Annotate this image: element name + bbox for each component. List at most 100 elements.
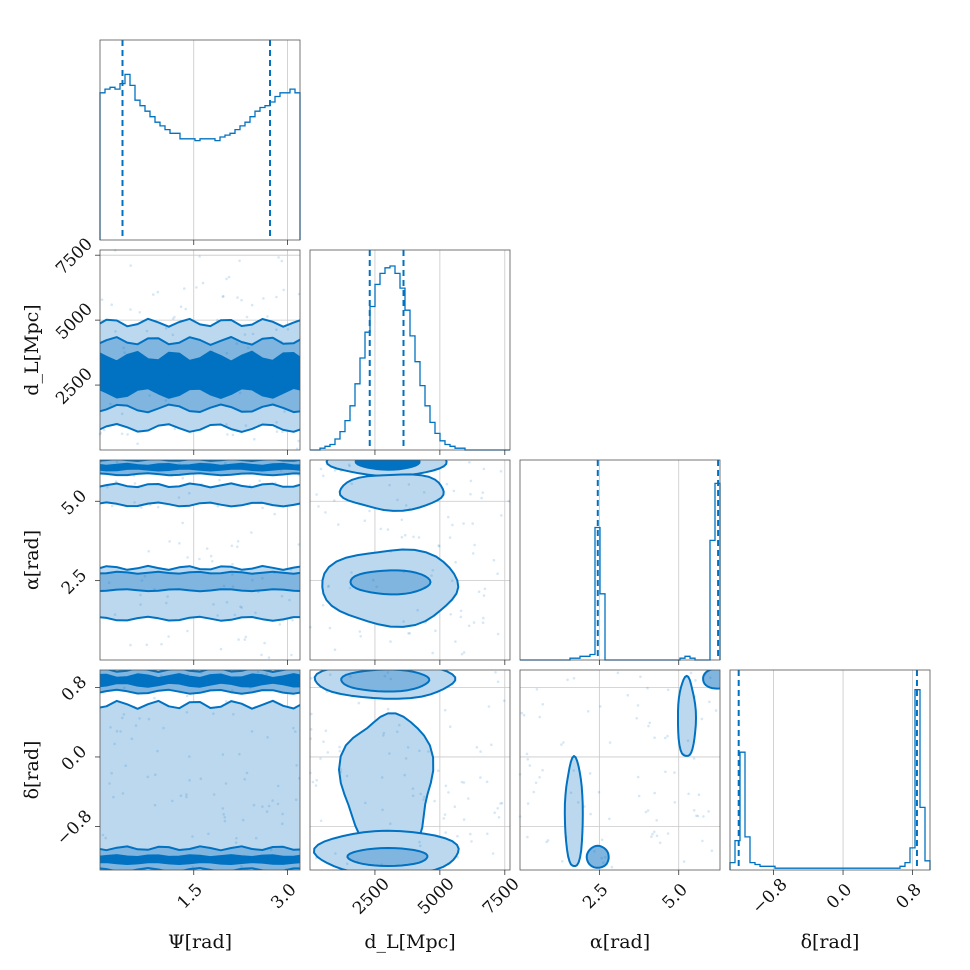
sample-point: [469, 492, 472, 496]
sample-point: [121, 716, 124, 720]
sample-point: [231, 585, 235, 588]
contour-lower-arm: [563, 755, 584, 867]
sample-point: [386, 528, 390, 531]
sample-point: [289, 683, 293, 686]
sample-point: [687, 792, 690, 796]
sample-point: [502, 699, 506, 702]
sample-point: [411, 794, 415, 798]
sample-point: [490, 743, 493, 747]
sample-point: [106, 485, 109, 489]
sample-point: [328, 626, 332, 630]
sample-point: [166, 595, 169, 598]
sample-point: [480, 496, 483, 500]
sample-point: [702, 815, 705, 818]
sample-point: [583, 805, 586, 808]
sample-point: [462, 651, 466, 654]
sample-point: [381, 808, 384, 812]
sample-point: [340, 752, 344, 756]
sample-point: [636, 775, 640, 779]
sample-point: [212, 793, 216, 796]
sample-point: [408, 507, 412, 511]
sample-point: [356, 860, 360, 864]
sample-point: [282, 288, 286, 292]
sample-point: [564, 836, 568, 839]
sample-point: [451, 579, 454, 582]
sample-point: [201, 281, 205, 285]
sample-point: [225, 601, 229, 604]
sample-point: [129, 264, 132, 267]
sample-point: [219, 647, 223, 651]
sample-point: [560, 743, 563, 746]
sample-point: [456, 834, 459, 838]
sample-point: [222, 584, 226, 588]
sample-point: [120, 412, 124, 416]
sample-point: [396, 498, 399, 502]
contour-upper-outer: [338, 473, 445, 512]
sample-point: [462, 781, 466, 784]
sample-point: [653, 830, 656, 834]
sample-point: [500, 514, 503, 517]
sample-point: [424, 621, 427, 624]
sample-point: [275, 328, 278, 332]
sample-point: [507, 499, 511, 503]
sample-point: [279, 469, 283, 472]
sample-point: [448, 536, 452, 539]
sample-point: [186, 673, 190, 676]
sample-point: [326, 751, 330, 754]
x-tick-label-delta-0: −0.8: [748, 875, 791, 918]
sample-point: [500, 801, 504, 805]
y-axis-title-delta: δ[rad]: [21, 741, 43, 800]
sample-point: [207, 832, 210, 836]
y-tick-label-dl-2: 7500: [52, 234, 97, 279]
sample-point: [695, 814, 698, 818]
sample-point: [454, 640, 457, 643]
quantile-layer: [121, 40, 918, 870]
contour-panel-alpha-dl: [321, 460, 460, 628]
sample-point: [673, 771, 676, 774]
sample-point: [288, 598, 291, 602]
sample-point: [482, 467, 486, 471]
sample-point: [235, 375, 239, 379]
sample-point: [469, 479, 473, 483]
sample-point: [382, 731, 386, 735]
sample-point: [165, 601, 168, 605]
contour-inner: [100, 350, 300, 399]
sample-point: [423, 585, 427, 589]
sample-point: [281, 618, 285, 622]
sample-point: [234, 841, 238, 844]
sample-point: [520, 711, 524, 715]
sample-point: [278, 623, 282, 626]
sample-point: [673, 801, 677, 804]
sample-point: [283, 410, 286, 413]
contour-top-middle: [340, 670, 431, 693]
sample-point: [692, 757, 696, 760]
sample-point: [404, 757, 408, 760]
sample-point: [153, 588, 156, 591]
sample-point: [294, 798, 298, 801]
sample-point: [297, 543, 301, 546]
sample-point: [236, 540, 240, 543]
sample-point: [281, 430, 284, 434]
sample-point: [145, 329, 149, 333]
fill-layer: [100, 317, 720, 870]
sample-point: [333, 469, 337, 472]
sample-point: [349, 675, 352, 678]
sample-point: [532, 790, 536, 794]
sample-point: [402, 570, 406, 574]
sample-point: [158, 567, 162, 570]
sample-point: [265, 810, 269, 813]
sample-point: [462, 818, 466, 821]
sample-point: [324, 729, 328, 732]
sample-point: [483, 587, 487, 591]
sample-point: [417, 536, 421, 539]
sample-point: [326, 690, 329, 693]
sample-point: [110, 303, 113, 307]
sample-point: [289, 616, 293, 619]
sample-point: [171, 317, 175, 321]
tick-layer: [95, 240, 914, 875]
x-axis-title-alpha: α[rad]: [590, 931, 650, 953]
sample-point: [608, 741, 612, 744]
sample-point: [169, 373, 172, 376]
sample-point: [653, 791, 656, 795]
